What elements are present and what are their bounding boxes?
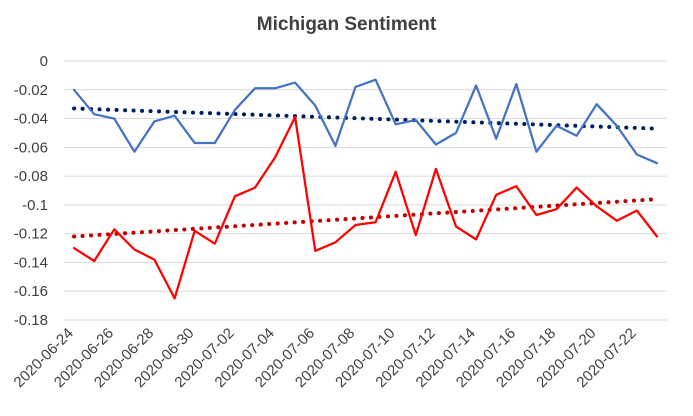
chart-title: Michigan Sentiment <box>256 14 437 35</box>
y-tick-label: -0.02 <box>14 82 48 99</box>
y-tick-label: -0.16 <box>14 283 48 300</box>
y-tick-label: -0.18 <box>14 312 48 329</box>
y-tick-label: -0.1 <box>22 197 48 214</box>
y-tick-label: 0 <box>40 53 48 70</box>
series-line <box>72 78 659 165</box>
y-tick-label: -0.14 <box>14 254 48 271</box>
y-tick-label: -0.04 <box>14 111 48 128</box>
y-tick-label: -0.06 <box>14 139 48 156</box>
trendline <box>72 106 659 131</box>
y-tick-label: -0.08 <box>14 168 48 185</box>
y-tick-label: -0.12 <box>14 226 48 243</box>
series-line <box>72 115 659 300</box>
